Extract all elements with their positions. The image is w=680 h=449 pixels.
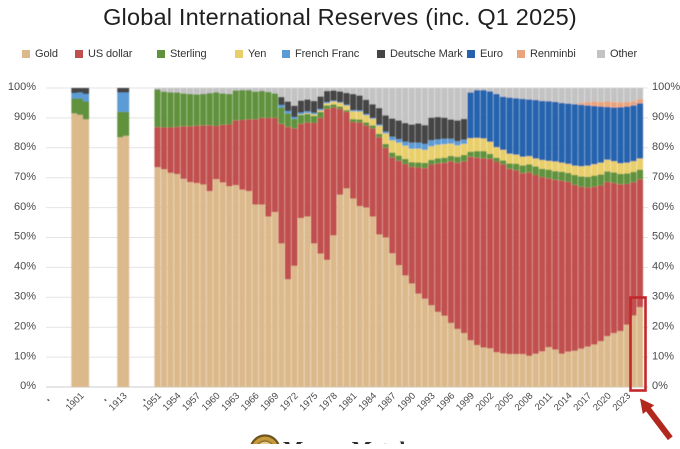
svg-text:10%: 10%	[14, 350, 36, 362]
svg-text:Money Metals: Money Metals	[283, 437, 414, 444]
svg-text:60%: 60%	[14, 201, 36, 213]
svg-text:0%: 0%	[652, 380, 668, 392]
svg-text:20%: 20%	[652, 320, 674, 332]
svg-text:50%: 50%	[652, 231, 674, 243]
svg-text:0%: 0%	[20, 380, 36, 392]
svg-text:20%: 20%	[14, 320, 36, 332]
svg-text:100%: 100%	[8, 81, 36, 93]
svg-text:80%: 80%	[14, 141, 36, 153]
svg-text:90%: 90%	[14, 111, 36, 123]
svg-text:90%: 90%	[652, 111, 674, 123]
svg-text:80%: 80%	[652, 141, 674, 153]
svg-text:100%: 100%	[652, 81, 680, 93]
svg-text:70%: 70%	[652, 171, 674, 183]
svg-text:40%: 40%	[14, 261, 36, 273]
svg-text:50%: 50%	[14, 231, 36, 243]
svg-text:60%: 60%	[652, 201, 674, 213]
svg-text:70%: 70%	[14, 171, 36, 183]
svg-text:10%: 10%	[652, 350, 674, 362]
svg-text:40%: 40%	[652, 261, 674, 273]
svg-text:30%: 30%	[652, 291, 674, 303]
svg-text:30%: 30%	[14, 291, 36, 303]
